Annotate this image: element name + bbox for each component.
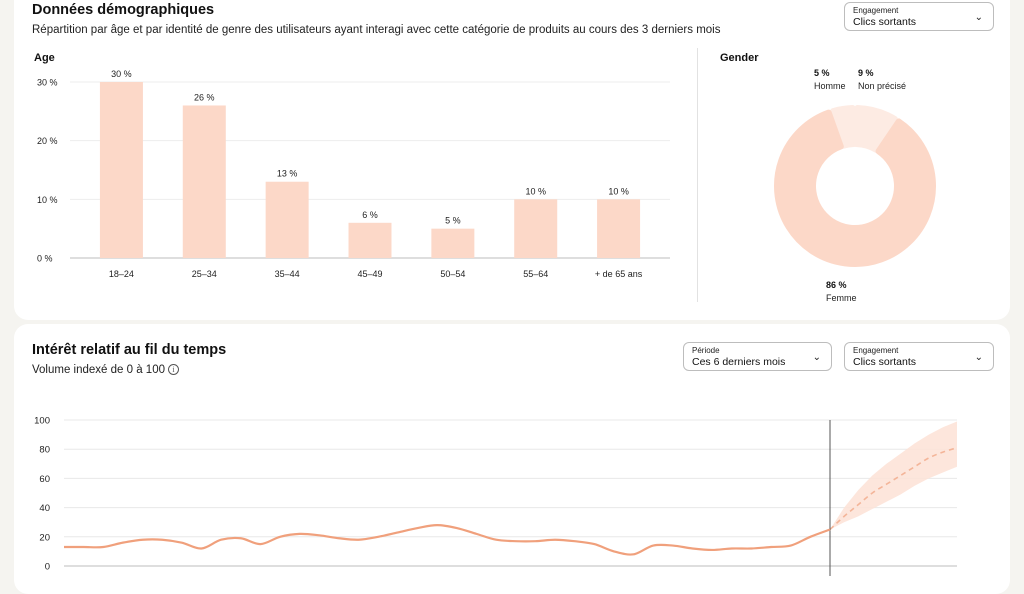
bar-value-label: 26 % xyxy=(194,92,215,102)
y-tick-label: 20 % xyxy=(37,136,58,146)
x-tick-label: 55–64 xyxy=(523,269,548,279)
donut-slice xyxy=(774,109,936,267)
y-tick-label: 0 % xyxy=(37,254,53,264)
age-section-label: Age xyxy=(34,52,55,64)
x-tick-label: 18–24 xyxy=(109,269,134,279)
bar-value-label: 5 % xyxy=(445,216,461,226)
y-tick-label: 30 % xyxy=(37,78,58,88)
section-divider xyxy=(697,48,698,302)
bar xyxy=(182,105,226,258)
slice-name-label: Homme xyxy=(814,81,846,91)
bar xyxy=(597,199,641,258)
y-tick-label: 100 xyxy=(34,416,50,427)
bar-value-label: 30 % xyxy=(111,69,132,79)
demographics-engagement-dropdown[interactable]: Engagement Clics sortants ⌄ xyxy=(844,2,994,31)
slice-value-label: 86 % xyxy=(826,280,847,290)
interest-series-line xyxy=(63,524,831,556)
bar-value-label: 13 % xyxy=(277,169,298,179)
x-tick-label: + de 65 ans xyxy=(595,269,643,279)
y-tick-label: 80 xyxy=(39,445,50,456)
y-tick-label: 60 xyxy=(39,474,50,485)
gender-section-label: Gender xyxy=(720,52,759,64)
chevron-down-icon: ⌄ xyxy=(974,12,983,23)
y-tick-label: 0 xyxy=(45,562,50,573)
donut-slice xyxy=(853,105,898,153)
dropdown-value: Clics sortants xyxy=(853,16,917,28)
dropdown-label: Engagement xyxy=(853,346,899,355)
x-tick-label: 50–54 xyxy=(440,269,465,279)
y-tick-label: 40 xyxy=(39,503,50,514)
age-bar-chart: 0 % 10 % 20 % 30 % 30 % 18–24 26 % 25–34 13 % 35–… xyxy=(37,69,670,279)
bar xyxy=(348,222,392,258)
demographics-title: Données démographiques xyxy=(32,2,215,18)
interest-subtitle-text: Volume indexé de 0 à 100 xyxy=(32,364,165,376)
bar xyxy=(431,228,475,258)
demographics-card: Données démographiques Répartition par â… xyxy=(14,0,1010,320)
chevron-down-icon: ⌄ xyxy=(974,352,983,363)
dropdown-label: Période xyxy=(692,346,720,355)
slice-name-label: Femme xyxy=(826,293,857,303)
slice-name-label: Non précisé xyxy=(858,81,906,91)
slice-value-label: 5 % xyxy=(814,68,830,78)
chevron-down-icon: ⌄ xyxy=(812,352,821,363)
x-tick-label: 35–44 xyxy=(275,269,300,279)
dropdown-label: Engagement xyxy=(853,6,899,15)
demographics-subtitle: Répartition par âge et par identité de g… xyxy=(32,24,721,36)
bar-value-label: 6 % xyxy=(362,210,378,220)
bar xyxy=(514,199,558,258)
info-icon[interactable]: i xyxy=(168,364,179,375)
interest-subtitle: Volume indexé de 0 à 100 i xyxy=(32,364,179,376)
interest-line-chart: 0 20 40 60 80 100 xyxy=(34,416,958,576)
period-dropdown[interactable]: Période Ces 6 derniers mois ⌄ xyxy=(683,342,832,371)
interest-engagement-dropdown[interactable]: Engagement Clics sortants ⌄ xyxy=(844,342,994,371)
dropdown-value: Ces 6 derniers mois xyxy=(692,356,786,368)
dropdown-value: Clics sortants xyxy=(853,356,917,368)
slice-value-label: 9 % xyxy=(858,68,874,78)
forecast-band xyxy=(830,421,957,530)
y-tick-label: 20 xyxy=(39,532,50,543)
interest-card: Intérêt relatif au fil du temps Volume i… xyxy=(14,324,1010,594)
bar xyxy=(265,181,309,258)
x-tick-label: 25–34 xyxy=(192,269,217,279)
interest-title: Intérêt relatif au fil du temps xyxy=(32,342,227,358)
bar-value-label: 10 % xyxy=(608,186,629,196)
forecast-line xyxy=(829,446,958,531)
y-tick-label: 10 % xyxy=(37,195,58,205)
gender-donut-chart: 5 % Homme 9 % Non précisé 86 % Femme xyxy=(774,68,936,303)
x-tick-label: 45–49 xyxy=(357,269,382,279)
bar xyxy=(99,82,143,258)
bar-value-label: 10 % xyxy=(525,186,546,196)
